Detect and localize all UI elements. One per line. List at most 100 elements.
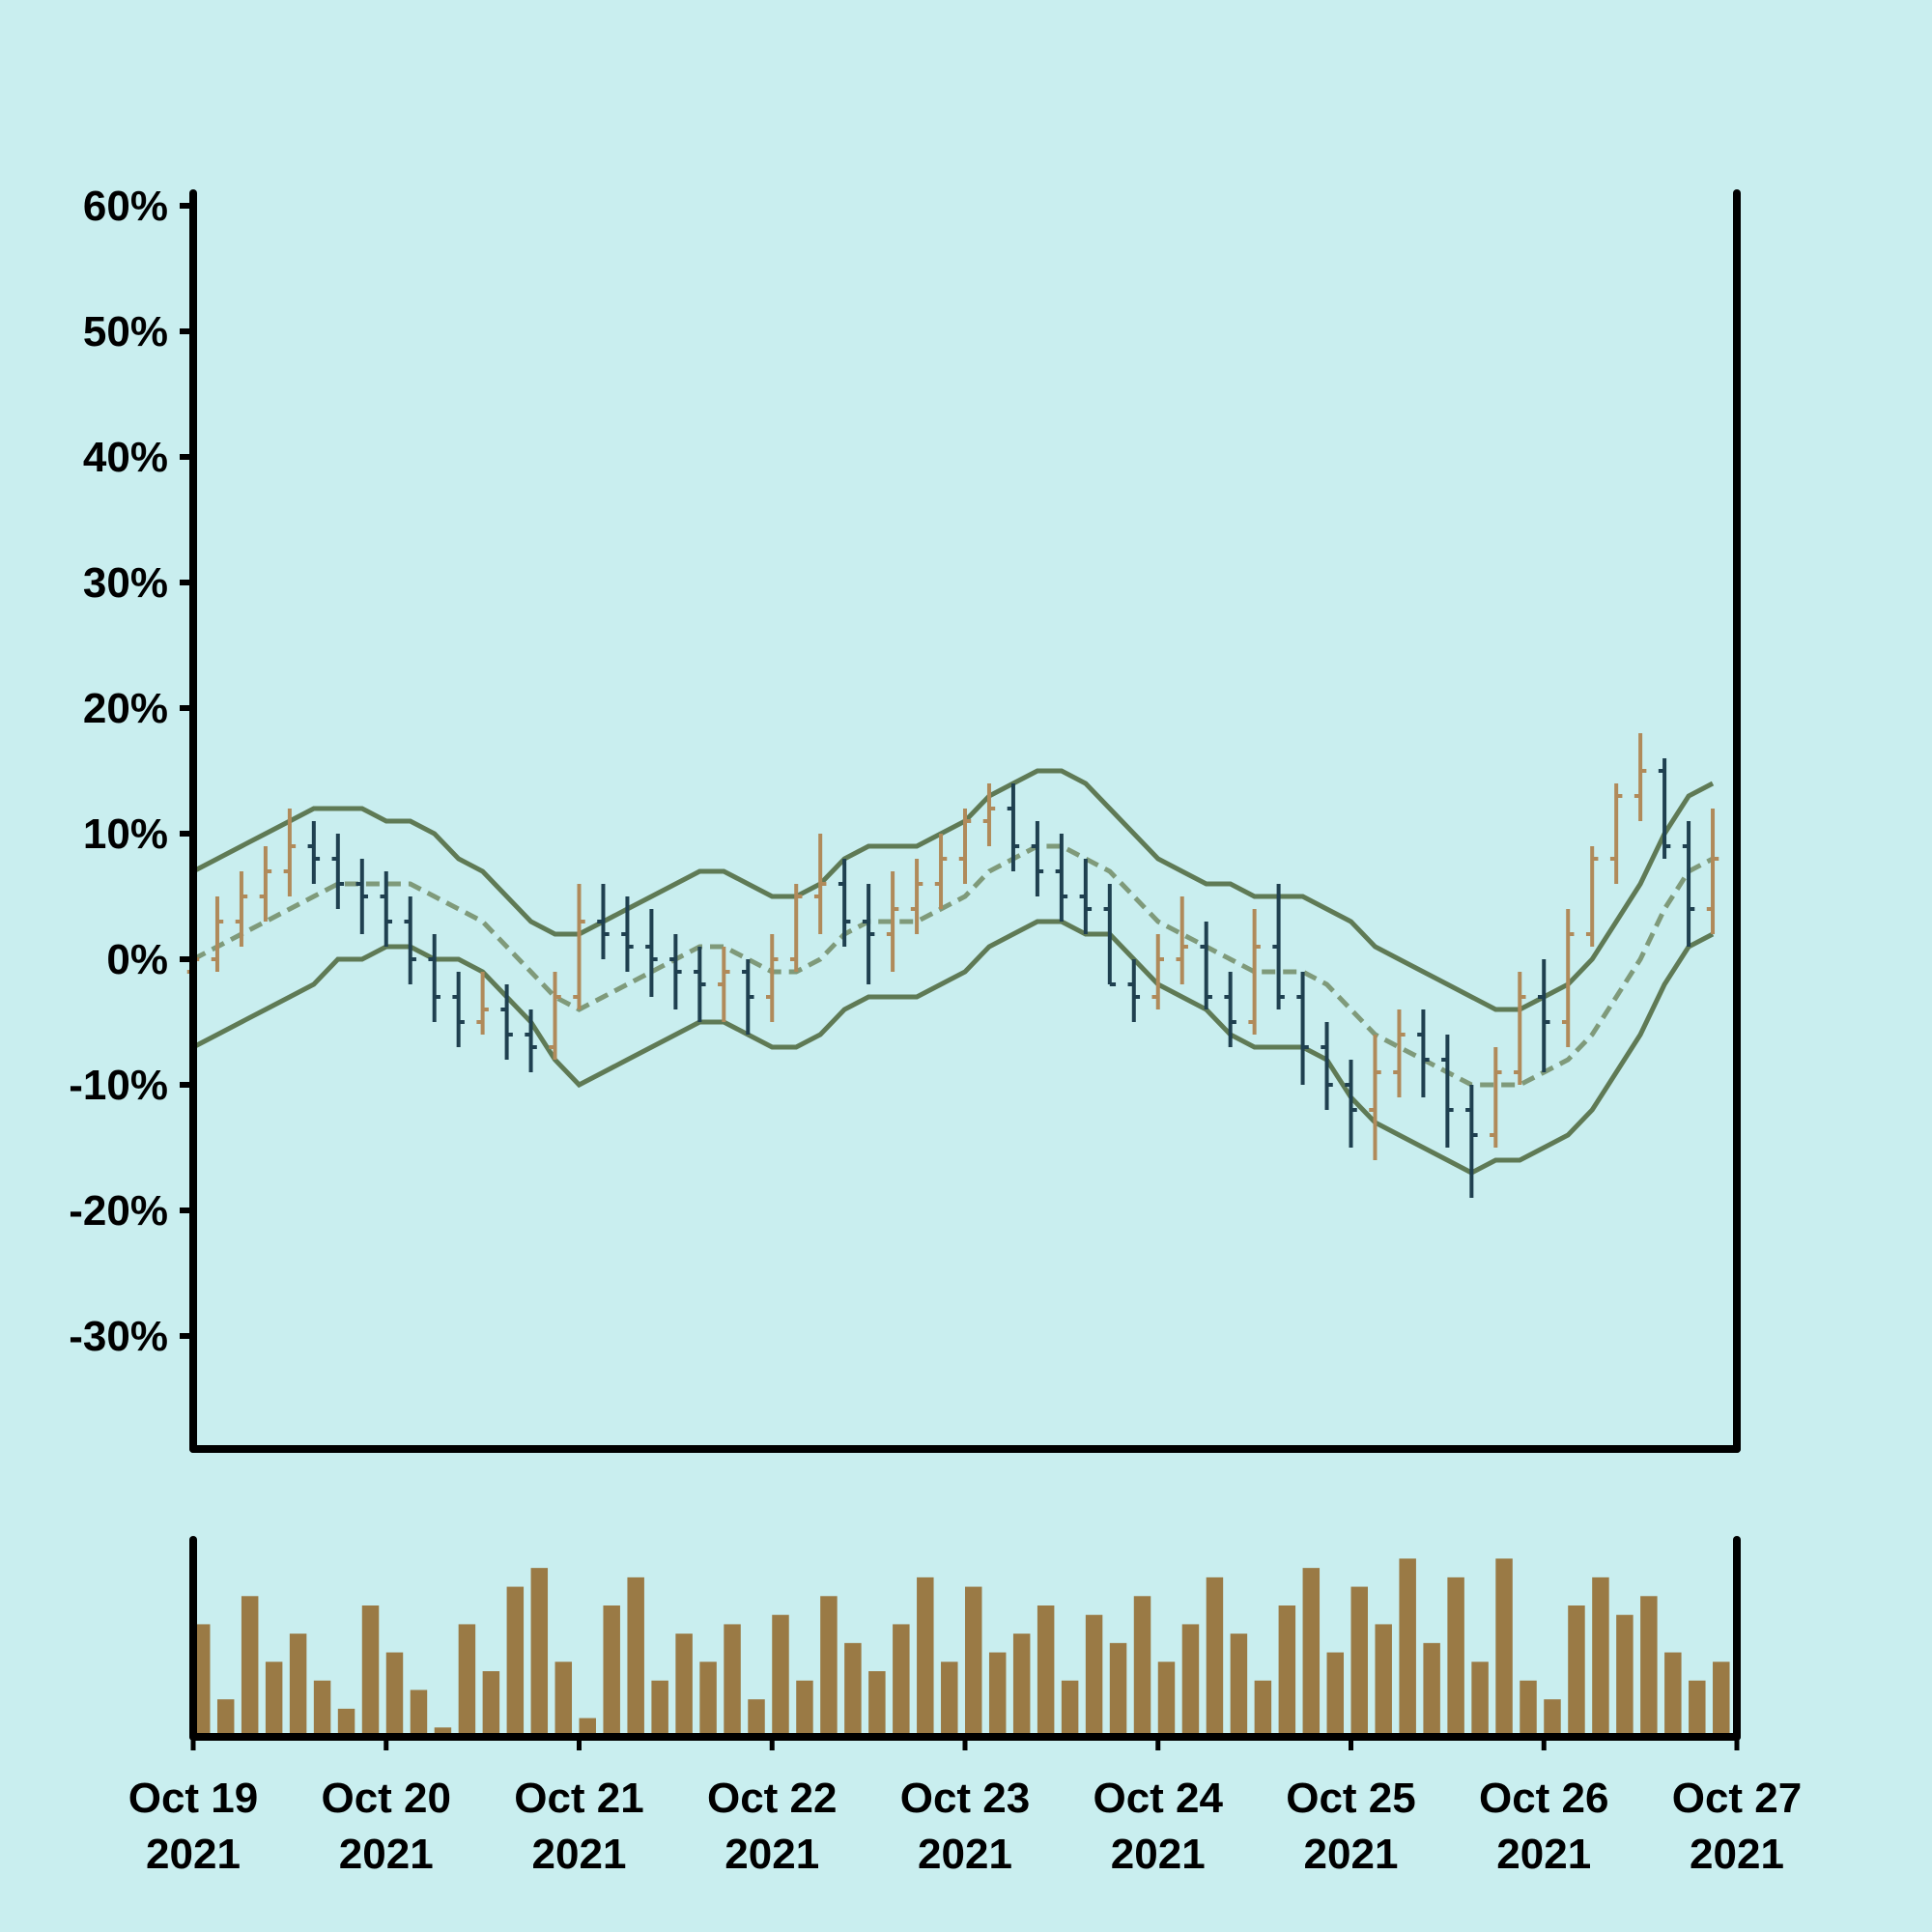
y-tick-label: 60% <box>83 183 168 230</box>
y-tick-label: 10% <box>83 810 168 858</box>
volume-bar <box>748 1699 765 1737</box>
volume-bar <box>313 1680 331 1737</box>
x-tick-label-line: 2021 <box>1111 1831 1206 1878</box>
volume-bar <box>1616 1614 1634 1737</box>
x-tick-label-line: 2021 <box>339 1831 434 1878</box>
volume-bar <box>651 1680 668 1737</box>
volume-bar <box>1689 1680 1706 1737</box>
volume-bar <box>579 1718 596 1737</box>
x-tick-label-line: 2021 <box>532 1831 627 1878</box>
volume-bar <box>917 1577 934 1737</box>
x-tick-label-line: 2021 <box>1690 1831 1784 1878</box>
volume-bar <box>458 1624 476 1737</box>
volume-bar <box>1061 1680 1079 1737</box>
y-tick-label: 40% <box>83 434 168 481</box>
volume-bar <box>1206 1577 1224 1737</box>
volume-bar <box>216 1699 235 1737</box>
x-tick-label-line: Oct 23 <box>900 1775 1031 1822</box>
volume-bar <box>1254 1680 1272 1737</box>
x-tick-label-line: Oct 22 <box>707 1775 838 1822</box>
volume-bar <box>941 1662 958 1737</box>
volume-bar <box>603 1605 620 1737</box>
volume-bar <box>1012 1634 1031 1737</box>
x-tick-label-line: Oct 27 <box>1672 1775 1803 1822</box>
volume-bar <box>1520 1680 1537 1737</box>
volume-bar <box>627 1577 644 1737</box>
band-middle <box>191 843 1715 1088</box>
volume-bar <box>265 1662 283 1737</box>
volume-bar <box>868 1671 886 1737</box>
x-tick-label-line: 2021 <box>146 1831 241 1878</box>
x-tick-label-line: 2021 <box>1496 1831 1591 1878</box>
volume-bar <box>506 1586 525 1737</box>
volume-bar <box>1375 1624 1392 1737</box>
volume-bar <box>1085 1614 1103 1737</box>
x-tick-label: Oct 25 2021 <box>1286 1775 1416 1878</box>
volume-bar <box>1109 1642 1127 1737</box>
y-tick-label: -20% <box>69 1187 168 1235</box>
x-tick-label: Oct 26 2021 <box>1479 1775 1609 1878</box>
x-tick-label-line: 2021 <box>918 1831 1012 1878</box>
volume-bar <box>1471 1662 1489 1737</box>
volume-bar <box>796 1680 813 1737</box>
volume-bar <box>434 1727 452 1737</box>
x-tick-label-line: Oct 24 <box>1093 1775 1223 1822</box>
volume-bar <box>1664 1652 1682 1737</box>
x-tick-label-line: 2021 <box>1304 1831 1399 1878</box>
volume-bar <box>1592 1577 1609 1737</box>
volume-bar <box>1350 1586 1368 1737</box>
volume-bar <box>241 1596 259 1737</box>
volume-bar <box>1544 1699 1561 1737</box>
x-tick-label: Oct 22 2021 <box>707 1775 838 1878</box>
band-lower <box>191 919 1715 1176</box>
volume-bar <box>1495 1558 1513 1737</box>
x-tick-label: Oct 19 2021 <box>128 1775 259 1878</box>
volume-bar <box>893 1624 910 1737</box>
volume-bar <box>337 1708 355 1737</box>
x-tick-label: Oct 20 2021 <box>321 1775 451 1878</box>
volume-bar <box>820 1596 838 1737</box>
volume-bar <box>1230 1634 1248 1737</box>
volume-bar <box>1568 1605 1585 1737</box>
volume-bar <box>988 1652 1007 1737</box>
volume-bar <box>675 1634 693 1737</box>
x-tick-label-line: Oct 21 <box>514 1775 644 1822</box>
x-tick-label: Oct 23 2021 <box>900 1775 1031 1878</box>
volume-bar <box>699 1662 717 1737</box>
volume-bar <box>1399 1558 1416 1737</box>
y-tick-label: 0% <box>106 936 168 983</box>
volume-bar <box>385 1652 404 1737</box>
volume-bar <box>1278 1605 1296 1737</box>
volume-bar <box>1181 1624 1200 1737</box>
volume-bar <box>410 1690 428 1737</box>
x-tick-label-line: Oct 26 <box>1479 1775 1609 1822</box>
x-tick-label: Oct 27 2021 <box>1672 1775 1803 1878</box>
x-tick-label: Oct 21 2021 <box>514 1775 644 1878</box>
volume-bar <box>724 1624 741 1737</box>
volume-bar <box>482 1671 500 1737</box>
volume-bar <box>1157 1662 1176 1737</box>
y-tick-label: -30% <box>69 1313 168 1360</box>
volume-bar <box>554 1662 573 1737</box>
volume-bar <box>361 1605 380 1737</box>
volume-bar <box>1133 1596 1151 1737</box>
y-tick-label: 50% <box>83 308 168 355</box>
x-tick-label-line: Oct 25 <box>1286 1775 1416 1822</box>
volume-bar <box>193 1624 211 1737</box>
x-tick-label-line: Oct 20 <box>321 1775 451 1822</box>
volume-bar <box>1447 1577 1464 1737</box>
y-tick-label: 20% <box>83 685 168 732</box>
x-tick-label-line: Oct 19 <box>128 1775 259 1822</box>
volume-bar <box>1640 1596 1658 1737</box>
y-tick-label: 30% <box>83 559 168 607</box>
volume-bar <box>1423 1642 1440 1737</box>
x-tick-label: Oct 24 2021 <box>1093 1775 1223 1878</box>
volume-bar <box>965 1586 982 1737</box>
volume-bar <box>530 1568 549 1737</box>
volume-bar <box>1302 1568 1321 1737</box>
volume-bar <box>1326 1652 1345 1737</box>
band-upper <box>191 768 1715 1012</box>
volume-bar <box>772 1614 789 1737</box>
volume-bar <box>289 1634 307 1737</box>
